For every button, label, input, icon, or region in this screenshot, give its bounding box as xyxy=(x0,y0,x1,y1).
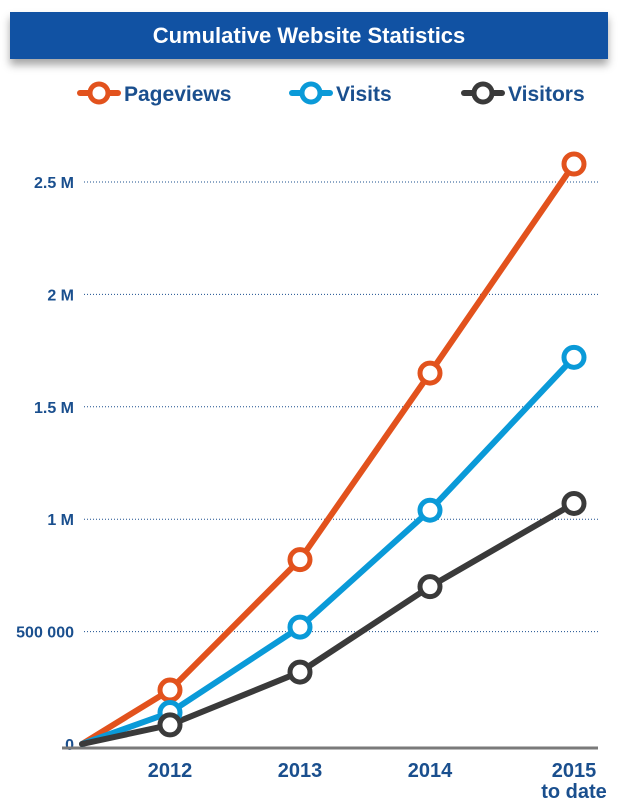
data-point-visits xyxy=(417,497,443,523)
y-tick-label: 2 M xyxy=(47,287,74,304)
data-point-visitors xyxy=(417,574,443,600)
legend-item-pageviews: Pageviews xyxy=(77,81,231,106)
grid xyxy=(84,181,598,633)
legend-item-visits: Visits xyxy=(289,81,392,106)
series-line-visitors xyxy=(79,500,577,747)
x-tick-sublabel: to date xyxy=(541,781,607,803)
y-tick-label: 1 M xyxy=(47,512,74,529)
legend-swatch-marker xyxy=(87,81,111,105)
x-tick-label: 2013 xyxy=(278,760,323,782)
data-point-visitors xyxy=(561,490,587,516)
legend-label: Visits xyxy=(336,83,392,106)
x-tick-label: 2015 xyxy=(552,760,597,782)
legend-label: Pageviews xyxy=(124,83,231,106)
y-tick-label: 500 000 xyxy=(16,625,74,642)
data-point-visits xyxy=(287,614,313,640)
chart-title: Cumulative Website Statistics xyxy=(152,22,466,48)
y-tick-label: 0 xyxy=(65,737,74,754)
data-point-visitors xyxy=(287,659,313,685)
series-line-visits xyxy=(79,354,577,747)
title-bar: Cumulative Website Statistics xyxy=(10,12,608,59)
y-axis-labels: 0 500 000 1 M 1.5 M 2 M 2.5 M xyxy=(16,175,74,754)
x-tick-label: 2014 xyxy=(408,760,453,782)
legend-item-visitors: Visitors xyxy=(461,81,585,106)
legend: Pageviews Visits Visitors xyxy=(77,81,585,106)
x-tick-label: 2012 xyxy=(148,760,193,782)
data-point-visitors xyxy=(157,712,183,738)
legend-swatch-marker xyxy=(299,81,323,105)
legend-swatch-marker xyxy=(471,81,495,105)
series-lines xyxy=(79,161,577,747)
data-point-pageviews xyxy=(157,677,183,703)
data-point-pageviews xyxy=(561,151,587,177)
legend-label: Visitors xyxy=(508,83,585,106)
series-markers xyxy=(157,151,587,738)
data-point-visits xyxy=(561,344,587,370)
y-tick-label: 1.5 M xyxy=(34,400,74,417)
data-point-pageviews xyxy=(417,360,443,386)
data-point-pageviews xyxy=(287,547,313,573)
y-tick-label: 2.5 M xyxy=(34,175,74,192)
